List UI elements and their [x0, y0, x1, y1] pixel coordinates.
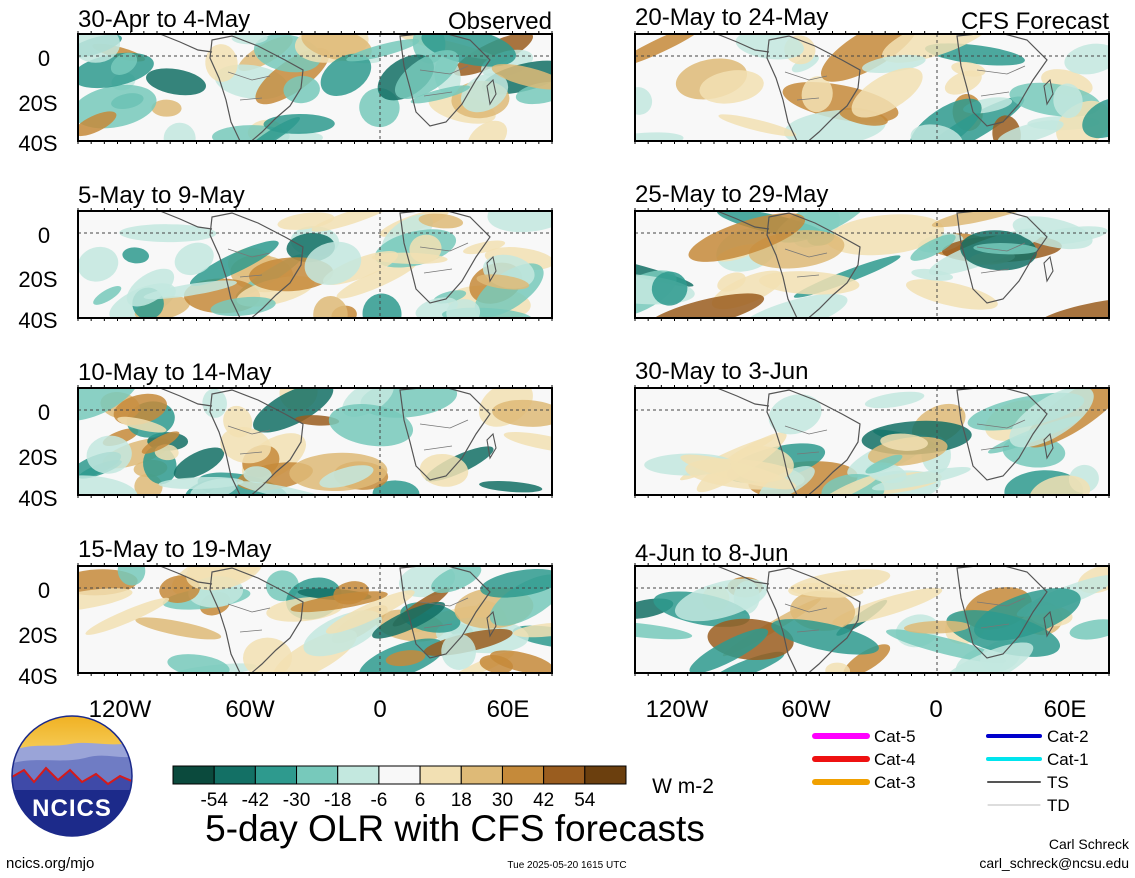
colorbar-swatch	[378, 765, 421, 785]
observed-map-panel-3	[77, 385, 553, 498]
footer-url: ncics.org/mjo	[6, 855, 94, 872]
storm-legend: Cat-5 Cat-4 Cat-3 Cat-2 Cat-1 TS TD	[812, 727, 1089, 815]
panel-title-obs-1: 30-Apr to 4-May	[78, 6, 250, 33]
forecast-map-panel-2	[634, 208, 1110, 321]
forecast-panels	[634, 31, 1110, 676]
colorbar-swatch	[254, 765, 298, 785]
lat-tick-20s: 20S	[18, 267, 57, 292]
lat-labels-row-2: 0 20S 40S	[18, 223, 57, 333]
panel-title-fc-1: 20-May to 24-May	[635, 4, 828, 31]
lon-tick-60e: 60E	[1044, 696, 1087, 723]
panel-title-obs-2: 5-May to 9-May	[78, 182, 245, 209]
lat-tick-0: 0	[38, 400, 50, 425]
legend-label-cat-4: Cat-4	[874, 750, 916, 769]
lat-labels-row-1: 0 20S 40S	[18, 46, 57, 156]
legend-label-cat-5: Cat-5	[874, 727, 916, 746]
lon-tick-120w: 120W	[89, 696, 152, 723]
lat-tick-20s: 20S	[18, 91, 57, 116]
lon-tick-60e: 60E	[487, 696, 530, 723]
author-name: Carl Schreck	[1049, 836, 1130, 852]
legend-label-cat-3: Cat-3	[874, 773, 916, 792]
lat-labels-row-3: 0 20S 40S	[18, 400, 57, 511]
observed-map-panel-4	[77, 563, 553, 676]
panel-title-fc-2: 25-May to 29-May	[635, 181, 828, 208]
forecast-map-panel-1	[634, 31, 1110, 144]
panel-title-fc-3: 30-May to 3-Jun	[635, 358, 808, 385]
timestamp: Tue 2025-05-20 1615 UTC	[507, 860, 626, 871]
observed-panels	[77, 31, 553, 676]
observed-label: Observed	[448, 8, 552, 35]
colorbar-swatch	[337, 765, 380, 785]
lat-tick-40s: 40S	[18, 131, 57, 156]
ncics-logo: NCICS	[11, 715, 133, 837]
lat-tick-40s: 40S	[18, 486, 57, 511]
colorbar-tick-label: 6	[415, 790, 426, 811]
panel-title-fc-4: 4-Jun to 8-Jun	[635, 540, 788, 567]
colorbar-swatch	[296, 765, 339, 785]
legend-label-cat-2: Cat-2	[1047, 727, 1089, 746]
lat-tick-0: 0	[38, 578, 50, 603]
colorbar-tick-label: 18	[451, 790, 472, 811]
lat-tick-40s: 40S	[18, 308, 57, 333]
observed-map-panel-2	[77, 208, 553, 321]
logo-text: NCICS	[32, 795, 112, 822]
colorbar-tick-label: 42	[533, 790, 554, 811]
lat-labels-row-4: 0 20S 40S	[18, 578, 57, 689]
colorbar-tick-label: -54	[200, 790, 228, 811]
observed-map-panel-1	[77, 31, 553, 144]
figure-title: 5-day OLR with CFS forecasts	[205, 808, 705, 849]
lon-tick-120w: 120W	[646, 696, 709, 723]
colorbar-tick-label: -30	[283, 790, 310, 811]
lat-tick-0: 0	[38, 46, 50, 71]
colorbar-swatch	[172, 765, 215, 785]
lon-tick-0: 0	[373, 696, 386, 723]
lon-tick-60w: 60W	[225, 696, 275, 723]
colorbar-swatch	[501, 765, 545, 785]
colorbar-unit: W m-2	[652, 775, 714, 798]
panel-title-obs-4: 15-May to 19-May	[78, 536, 271, 563]
colorbar-tick-label: -42	[242, 790, 269, 811]
lat-tick-20s: 20S	[18, 623, 57, 648]
colorbar-swatch	[543, 765, 586, 785]
colorbar-swatch	[213, 765, 256, 785]
legend-label-cat-1: Cat-1	[1047, 750, 1089, 769]
colorbar-tick-label: -18	[324, 790, 351, 811]
colorbar-tick-label: -6	[370, 790, 387, 811]
colorbar-swatch	[419, 765, 462, 785]
forecast-label: CFS Forecast	[961, 8, 1109, 35]
legend-label-td: TD	[1047, 796, 1070, 815]
colorbar: -54 -42 -30 -18 -6 6 18 30 42 54	[172, 765, 627, 811]
lat-tick-40s: 40S	[18, 664, 57, 689]
lon-tick-0: 0	[929, 696, 942, 723]
panel-title-obs-3: 10-May to 14-May	[78, 359, 271, 386]
colorbar-tick-label: 30	[492, 790, 513, 811]
lat-tick-20s: 20S	[18, 445, 57, 470]
colorbar-swatch	[460, 765, 503, 785]
colorbar-tick-label: 54	[574, 790, 596, 811]
lat-tick-0: 0	[38, 223, 50, 248]
colorbar-swatch	[584, 765, 627, 785]
forecast-map-panel-3	[634, 385, 1110, 498]
author-email: carl_schreck@ncsu.edu	[979, 855, 1129, 871]
lon-tick-60w: 60W	[781, 696, 831, 723]
forecast-map-panel-4	[634, 563, 1110, 676]
legend-label-ts: TS	[1047, 773, 1069, 792]
